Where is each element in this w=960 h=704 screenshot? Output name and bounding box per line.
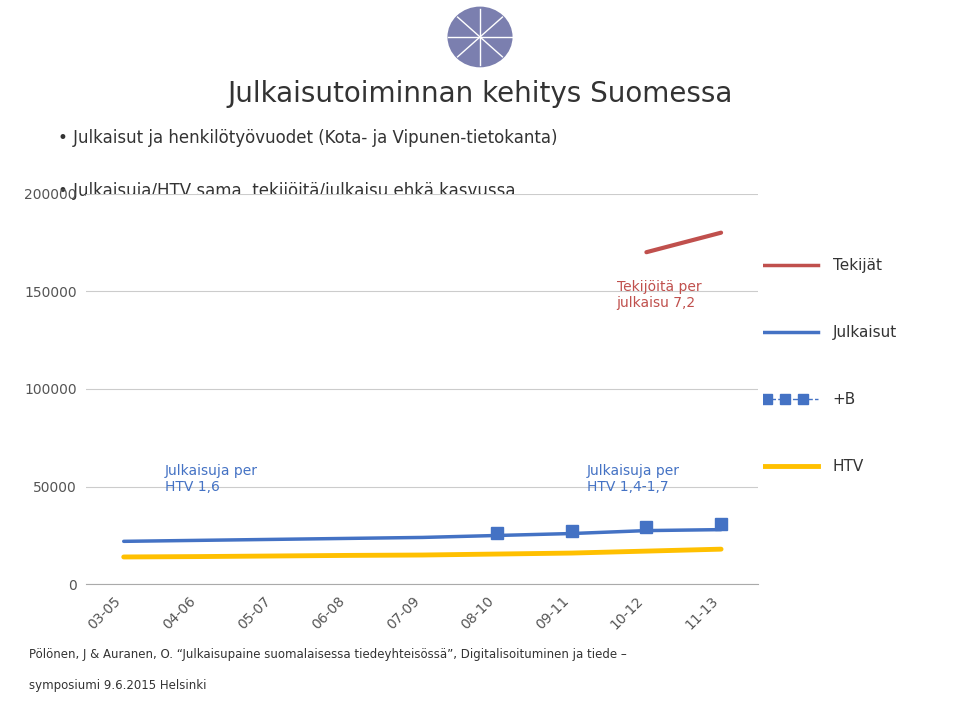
Text: • Julkaisut ja henkilötyövuodet (Kota- ja Vipunen-tietokanta): • Julkaisut ja henkilötyövuodet (Kota- j… <box>58 130 557 147</box>
Text: Julkaisut: Julkaisut <box>832 325 897 340</box>
Text: TIETEELLISTEN SEURAIN VALTUUSKUNTA: TIETEELLISTEN SEURAIN VALTUUSKUNTA <box>19 30 336 44</box>
HTV <box>640 547 652 555</box>
Text: HTV: HTV <box>832 458 864 474</box>
Julkaisut <box>640 527 652 535</box>
HTV <box>193 553 204 561</box>
Text: +B: +B <box>832 391 855 407</box>
HTV <box>342 551 353 560</box>
HTV <box>566 549 578 558</box>
Julkaisut <box>342 534 353 543</box>
Text: Tekijät: Tekijät <box>832 258 881 273</box>
Julkaisut <box>193 536 204 545</box>
Line: +B: +B <box>491 517 728 539</box>
Julkaisut <box>417 533 428 541</box>
+B <box>566 527 578 535</box>
Ellipse shape <box>446 6 514 68</box>
Julkaisut <box>118 537 130 546</box>
Julkaisut <box>267 535 278 543</box>
Line: HTV: HTV <box>124 549 721 557</box>
Line: Julkaisut: Julkaisut <box>124 529 721 541</box>
Tekijät <box>640 248 652 256</box>
HTV <box>417 551 428 559</box>
Julkaisut <box>566 529 578 538</box>
Text: symposiumi 9.6.2015 Helsinki: symposiumi 9.6.2015 Helsinki <box>29 679 206 692</box>
Text: Pölönen, J & Auranen, O. “Julkaisupaine suomalaisessa tiedeyhteisössä”, Digitali: Pölönen, J & Auranen, O. “Julkaisupaine … <box>29 648 627 660</box>
Tekijät <box>715 228 727 237</box>
HTV <box>715 545 727 553</box>
+B <box>715 520 727 528</box>
Text: Julkaisuja per
HTV 1,6: Julkaisuja per HTV 1,6 <box>165 464 258 494</box>
+B <box>640 522 652 531</box>
Text: • Julkaisuja/HTV sama, tekijöitä/julkaisu ehkä kasvussa: • Julkaisuja/HTV sama, tekijöitä/julkais… <box>58 182 516 201</box>
HTV <box>267 552 278 560</box>
Text: Vetenskapliga samfundens delegation: Vetenskapliga samfundens delegation <box>703 30 941 44</box>
HTV <box>492 550 503 558</box>
Julkaisut <box>715 525 727 534</box>
Text: Julkaisutoiminnan kehitys Suomessa: Julkaisutoiminnan kehitys Suomessa <box>228 80 732 108</box>
Text: Julkaisuja per
HTV 1,4-1,7: Julkaisuja per HTV 1,4-1,7 <box>587 464 680 494</box>
+B <box>492 528 503 536</box>
Line: Tekijät: Tekijät <box>646 232 721 252</box>
HTV <box>118 553 130 561</box>
Julkaisut <box>492 532 503 540</box>
Text: Tekijöitä per
julkaisu 7,2: Tekijöitä per julkaisu 7,2 <box>616 280 701 310</box>
